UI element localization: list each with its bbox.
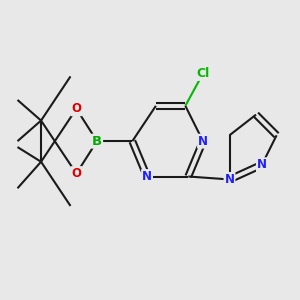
Text: O: O (71, 102, 81, 115)
Text: Cl: Cl (196, 67, 210, 80)
Text: N: N (198, 135, 208, 148)
Text: B: B (92, 135, 102, 148)
Text: N: N (257, 158, 267, 171)
Text: O: O (71, 167, 81, 180)
Text: N: N (142, 170, 152, 183)
Text: N: N (224, 173, 235, 186)
